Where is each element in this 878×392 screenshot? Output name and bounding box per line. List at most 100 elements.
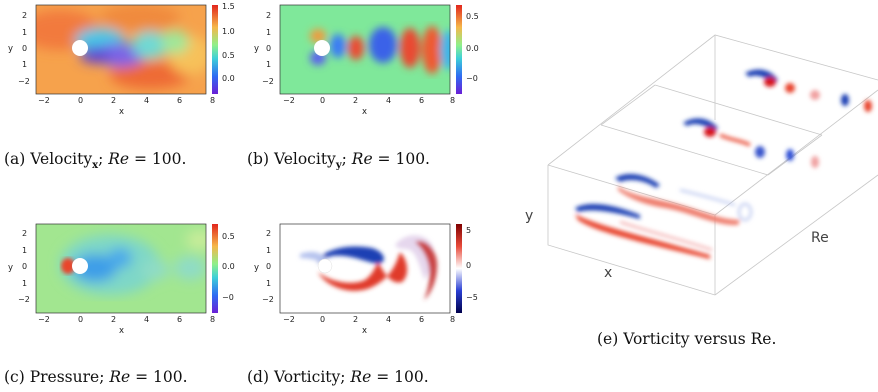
caption-re: Re (350, 368, 372, 386)
velocity-y-plot: 0.5 0.0 −0 −2 0 2 4 6 8 x 2 1 0 1 −2 y (254, 4, 479, 117)
y-axis-label: y (8, 263, 13, 273)
y-axis-label: y (8, 44, 13, 54)
x-tick: 4 (144, 96, 149, 105)
vorticity-field (280, 224, 450, 313)
x-axis-label: x (362, 326, 367, 336)
x-tick: −2 (283, 315, 295, 324)
x-tick: 4 (386, 96, 391, 105)
y-tick: −2 (18, 77, 30, 86)
x-axis-label: x (119, 107, 124, 117)
vorticity-slice (575, 204, 713, 259)
x-tick: 6 (177, 315, 182, 324)
y-tick: 1 (22, 246, 27, 255)
caption-sub: x (92, 160, 99, 172)
x-tick: 4 (386, 315, 391, 324)
x-tick: 6 (177, 96, 182, 105)
x-tick: 8 (210, 96, 215, 105)
colorbar (456, 5, 462, 94)
colorbar (212, 224, 218, 313)
x-tick: 8 (450, 96, 455, 105)
cbar-tick: 1.0 (222, 27, 235, 36)
x-axis-label: x (362, 107, 367, 117)
3d-box (547, 34, 878, 296)
x-tick: 0 (320, 315, 325, 324)
x-tick: 2 (111, 96, 116, 105)
y-tick: 2 (266, 229, 271, 238)
x-tick: 2 (353, 315, 358, 324)
x-tick: 0 (78, 96, 83, 105)
caption-re: Re (351, 150, 373, 168)
y-tick: 1 (266, 60, 271, 69)
cbar-tick: 0.5 (466, 12, 479, 21)
y-tick: 1 (266, 279, 271, 288)
axis-re-label: Re (811, 230, 829, 246)
y-tick: 0 (22, 262, 27, 271)
colorbar (456, 224, 462, 313)
y-axis-label: y (254, 263, 259, 273)
y-tick: 1 (22, 28, 27, 37)
x-tick: −2 (283, 96, 295, 105)
x-tick: 2 (353, 96, 358, 105)
vorticity-plot: 5 0 −5 −2 0 2 4 6 8 x 2 1 0 1 −2 y (254, 223, 478, 336)
caption-eq: = 100. (129, 150, 187, 168)
y-axis-label: y (254, 44, 259, 54)
velocity-x-field (36, 5, 206, 94)
caption-text: (c) Pressure (4, 368, 100, 386)
x-tick: 6 (419, 96, 424, 105)
caption-a: (a) Velocityx; Re = 100. (4, 150, 187, 172)
caption-text: (b) Velocity (247, 150, 336, 168)
cbar-tick: 0.0 (466, 44, 479, 53)
caption-eq: = 100. (371, 368, 429, 386)
caption-eq: = 100. (130, 368, 188, 386)
cbar-tick: −0 (466, 74, 478, 83)
y-tick: −2 (262, 295, 274, 304)
cbar-tick: 0.0 (222, 74, 235, 83)
y-tick: −2 (262, 77, 274, 86)
cbar-tick: 5 (466, 226, 471, 235)
x-tick: 0 (320, 96, 325, 105)
x-tick: 4 (144, 315, 149, 324)
caption-re: Re (109, 368, 131, 386)
caption-d: (d) Vorticity; Re = 100. (247, 368, 429, 386)
y-tick: 1 (22, 279, 27, 288)
velocity-x-plot: 1.5 1.0 0.5 0.0 −2 0 2 4 6 8 x 2 1 0 1 −… (8, 2, 235, 117)
y-tick: 1 (22, 60, 27, 69)
y-tick: 2 (22, 229, 27, 238)
pressure-field (36, 224, 206, 313)
axis-x-label: x (604, 265, 613, 281)
x-tick: 6 (419, 315, 424, 324)
y-tick: 1 (266, 28, 271, 37)
y-tick: 1 (266, 246, 271, 255)
cbar-tick: −0 (222, 293, 234, 302)
vorticity-slice (615, 174, 752, 226)
cbar-tick: 0.0 (222, 262, 235, 271)
y-tick: 2 (22, 11, 27, 20)
vorticity-slice (683, 118, 819, 168)
caption-e: (e) Vorticity versus Re. (597, 330, 777, 348)
caption-sub: y (335, 160, 342, 172)
axis-y-label: y (525, 208, 534, 224)
x-tick: −2 (38, 315, 50, 324)
velocity-y-field (280, 5, 450, 94)
pressure-plot: 0.5 0.0 −0 −2 0 2 4 6 8 x 2 1 0 1 −2 y (8, 223, 235, 336)
y-tick: 0 (22, 44, 27, 53)
x-tick: 0 (78, 315, 83, 324)
caption-b: (b) Velocityy; Re = 100. (247, 150, 430, 172)
y-tick: −2 (18, 295, 30, 304)
vorticity-re-3d-plot (547, 34, 878, 296)
caption-re: Re (108, 150, 130, 168)
cbar-tick: 1.5 (222, 2, 235, 11)
caption-c: (c) Pressure; Re = 100. (4, 368, 188, 386)
y-tick: 0 (266, 44, 271, 53)
y-tick: 0 (266, 262, 271, 271)
x-tick: −2 (38, 96, 50, 105)
caption-eq: = 100. (372, 150, 430, 168)
y-tick: 2 (266, 11, 271, 20)
x-axis-label: x (119, 326, 124, 336)
x-tick: 8 (210, 315, 215, 324)
cbar-tick: 0.5 (222, 51, 235, 60)
x-tick: 8 (450, 315, 455, 324)
cbar-tick: −5 (466, 293, 478, 302)
caption-text: (a) Velocity (4, 150, 93, 168)
x-tick: 2 (111, 315, 116, 324)
